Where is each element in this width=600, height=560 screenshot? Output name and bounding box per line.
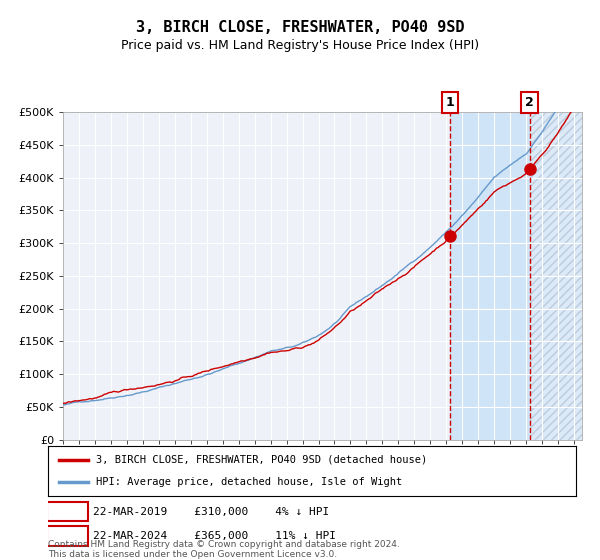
Text: 1: 1 — [445, 96, 454, 109]
FancyBboxPatch shape — [47, 526, 88, 545]
Text: 22-MAR-2024    £365,000    11% ↓ HPI: 22-MAR-2024 £365,000 11% ↓ HPI — [93, 531, 336, 541]
Text: 1: 1 — [64, 505, 71, 518]
Text: 3, BIRCH CLOSE, FRESHWATER, PO40 9SD (detached house): 3, BIRCH CLOSE, FRESHWATER, PO40 9SD (de… — [95, 455, 427, 465]
Text: Contains HM Land Registry data © Crown copyright and database right 2024.
This d: Contains HM Land Registry data © Crown c… — [48, 540, 400, 559]
Text: 2: 2 — [525, 96, 534, 109]
FancyBboxPatch shape — [47, 502, 88, 521]
Text: 2: 2 — [64, 529, 71, 542]
Text: HPI: Average price, detached house, Isle of Wight: HPI: Average price, detached house, Isle… — [95, 477, 402, 487]
Bar — [450, 112, 530, 440]
Bar — [530, 112, 582, 440]
Text: Price paid vs. HM Land Registry's House Price Index (HPI): Price paid vs. HM Land Registry's House … — [121, 39, 479, 52]
Text: 3, BIRCH CLOSE, FRESHWATER, PO40 9SD: 3, BIRCH CLOSE, FRESHWATER, PO40 9SD — [136, 20, 464, 35]
Text: 22-MAR-2019    £310,000    4% ↓ HPI: 22-MAR-2019 £310,000 4% ↓ HPI — [93, 507, 329, 516]
